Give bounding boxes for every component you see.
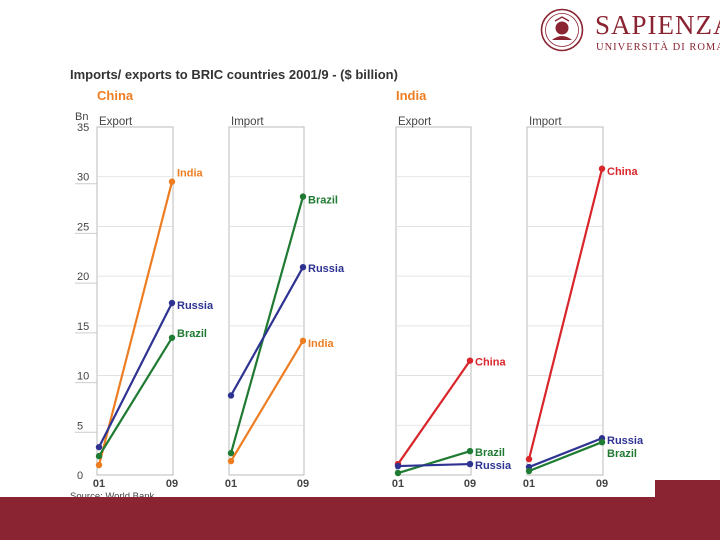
university-logo: SAPIENZA UNIVERSITÀ DI ROMA: [540, 6, 720, 60]
panel-group-label: China: [97, 88, 134, 103]
panel-frame: [395, 126, 472, 476]
data-point: [95, 452, 103, 460]
panel-group-label: India: [396, 88, 427, 103]
footer-band: [0, 497, 720, 540]
data-point: [466, 460, 474, 468]
series-label: Brazil: [177, 328, 207, 340]
x-tick-label: 01: [93, 478, 105, 490]
y-tick-label: 25: [77, 221, 89, 233]
panel-title: Export: [99, 116, 133, 128]
series-label: Brazil: [308, 195, 338, 207]
series-line: [397, 360, 471, 465]
data-point: [95, 443, 103, 451]
data-point: [394, 462, 402, 470]
data-point: [168, 178, 176, 185]
series-line: [230, 340, 304, 462]
series-label: India: [308, 338, 335, 350]
y-tick-label: 20: [77, 271, 89, 283]
x-tick-label: 09: [166, 478, 178, 490]
footer-corner-block: [655, 480, 720, 540]
x-tick-label: 09: [464, 478, 476, 490]
series-label: Russia: [475, 460, 512, 472]
y-tick-label: 5: [77, 420, 83, 432]
university-seal-icon: [540, 8, 584, 52]
series-line: [397, 462, 471, 468]
y-tick-label: 10: [77, 371, 89, 383]
data-point: [95, 461, 103, 469]
panel-title: Export: [398, 116, 432, 128]
series-line: [528, 441, 603, 473]
data-point: [394, 469, 402, 477]
panel-frame: [96, 126, 174, 476]
series-label: China: [607, 166, 638, 178]
university-subtitle: UNIVERSITÀ DI ROMA: [596, 42, 720, 53]
series-line: [528, 437, 603, 469]
data-point: [299, 263, 307, 271]
university-name: SAPIENZA: [595, 10, 720, 40]
series-label: Russia: [177, 300, 214, 312]
panel-title: Import: [529, 116, 562, 128]
chart-title: Imports/ exports to BRIC countries 2001/…: [70, 67, 398, 82]
series-line: [97, 181, 174, 466]
data-point: [299, 193, 307, 200]
y-tick-label: 15: [77, 321, 89, 333]
y-tick-label: 30: [77, 172, 89, 184]
x-tick-label: 01: [523, 478, 535, 490]
y-tick-label: 0: [77, 470, 83, 482]
series-line: [397, 450, 471, 475]
x-tick-label: 09: [596, 478, 608, 490]
series-line: [98, 337, 173, 457]
data-point: [466, 447, 474, 455]
data-point: [227, 457, 235, 465]
series-line: [527, 168, 604, 460]
series-label: Russia: [308, 263, 345, 275]
series-label: India: [177, 168, 204, 180]
series-label: Brazil: [475, 447, 505, 459]
series-label: Russia: [607, 435, 644, 447]
y-axis-unit-label: Bn: [75, 111, 88, 123]
series-line: [229, 196, 305, 454]
data-point: [525, 455, 533, 463]
data-point: [168, 299, 176, 307]
data-point: [598, 165, 606, 172]
x-tick-label: 01: [392, 478, 404, 490]
data-point: [525, 467, 533, 475]
series-label: China: [475, 357, 506, 369]
x-tick-label: 09: [297, 478, 309, 490]
panel-title: Import: [231, 116, 264, 128]
data-point: [168, 334, 176, 341]
series-label: Brazil: [607, 448, 637, 460]
data-point: [227, 392, 235, 399]
data-point: [227, 449, 235, 457]
data-point: [466, 357, 474, 364]
series-line: [98, 302, 173, 448]
series-line: [230, 266, 304, 396]
y-tick-label: 35: [77, 122, 89, 134]
x-tick-label: 01: [225, 478, 237, 490]
chart-source: Source: World Bank: [70, 491, 155, 502]
data-point: [299, 337, 307, 344]
data-point: [598, 438, 606, 446]
